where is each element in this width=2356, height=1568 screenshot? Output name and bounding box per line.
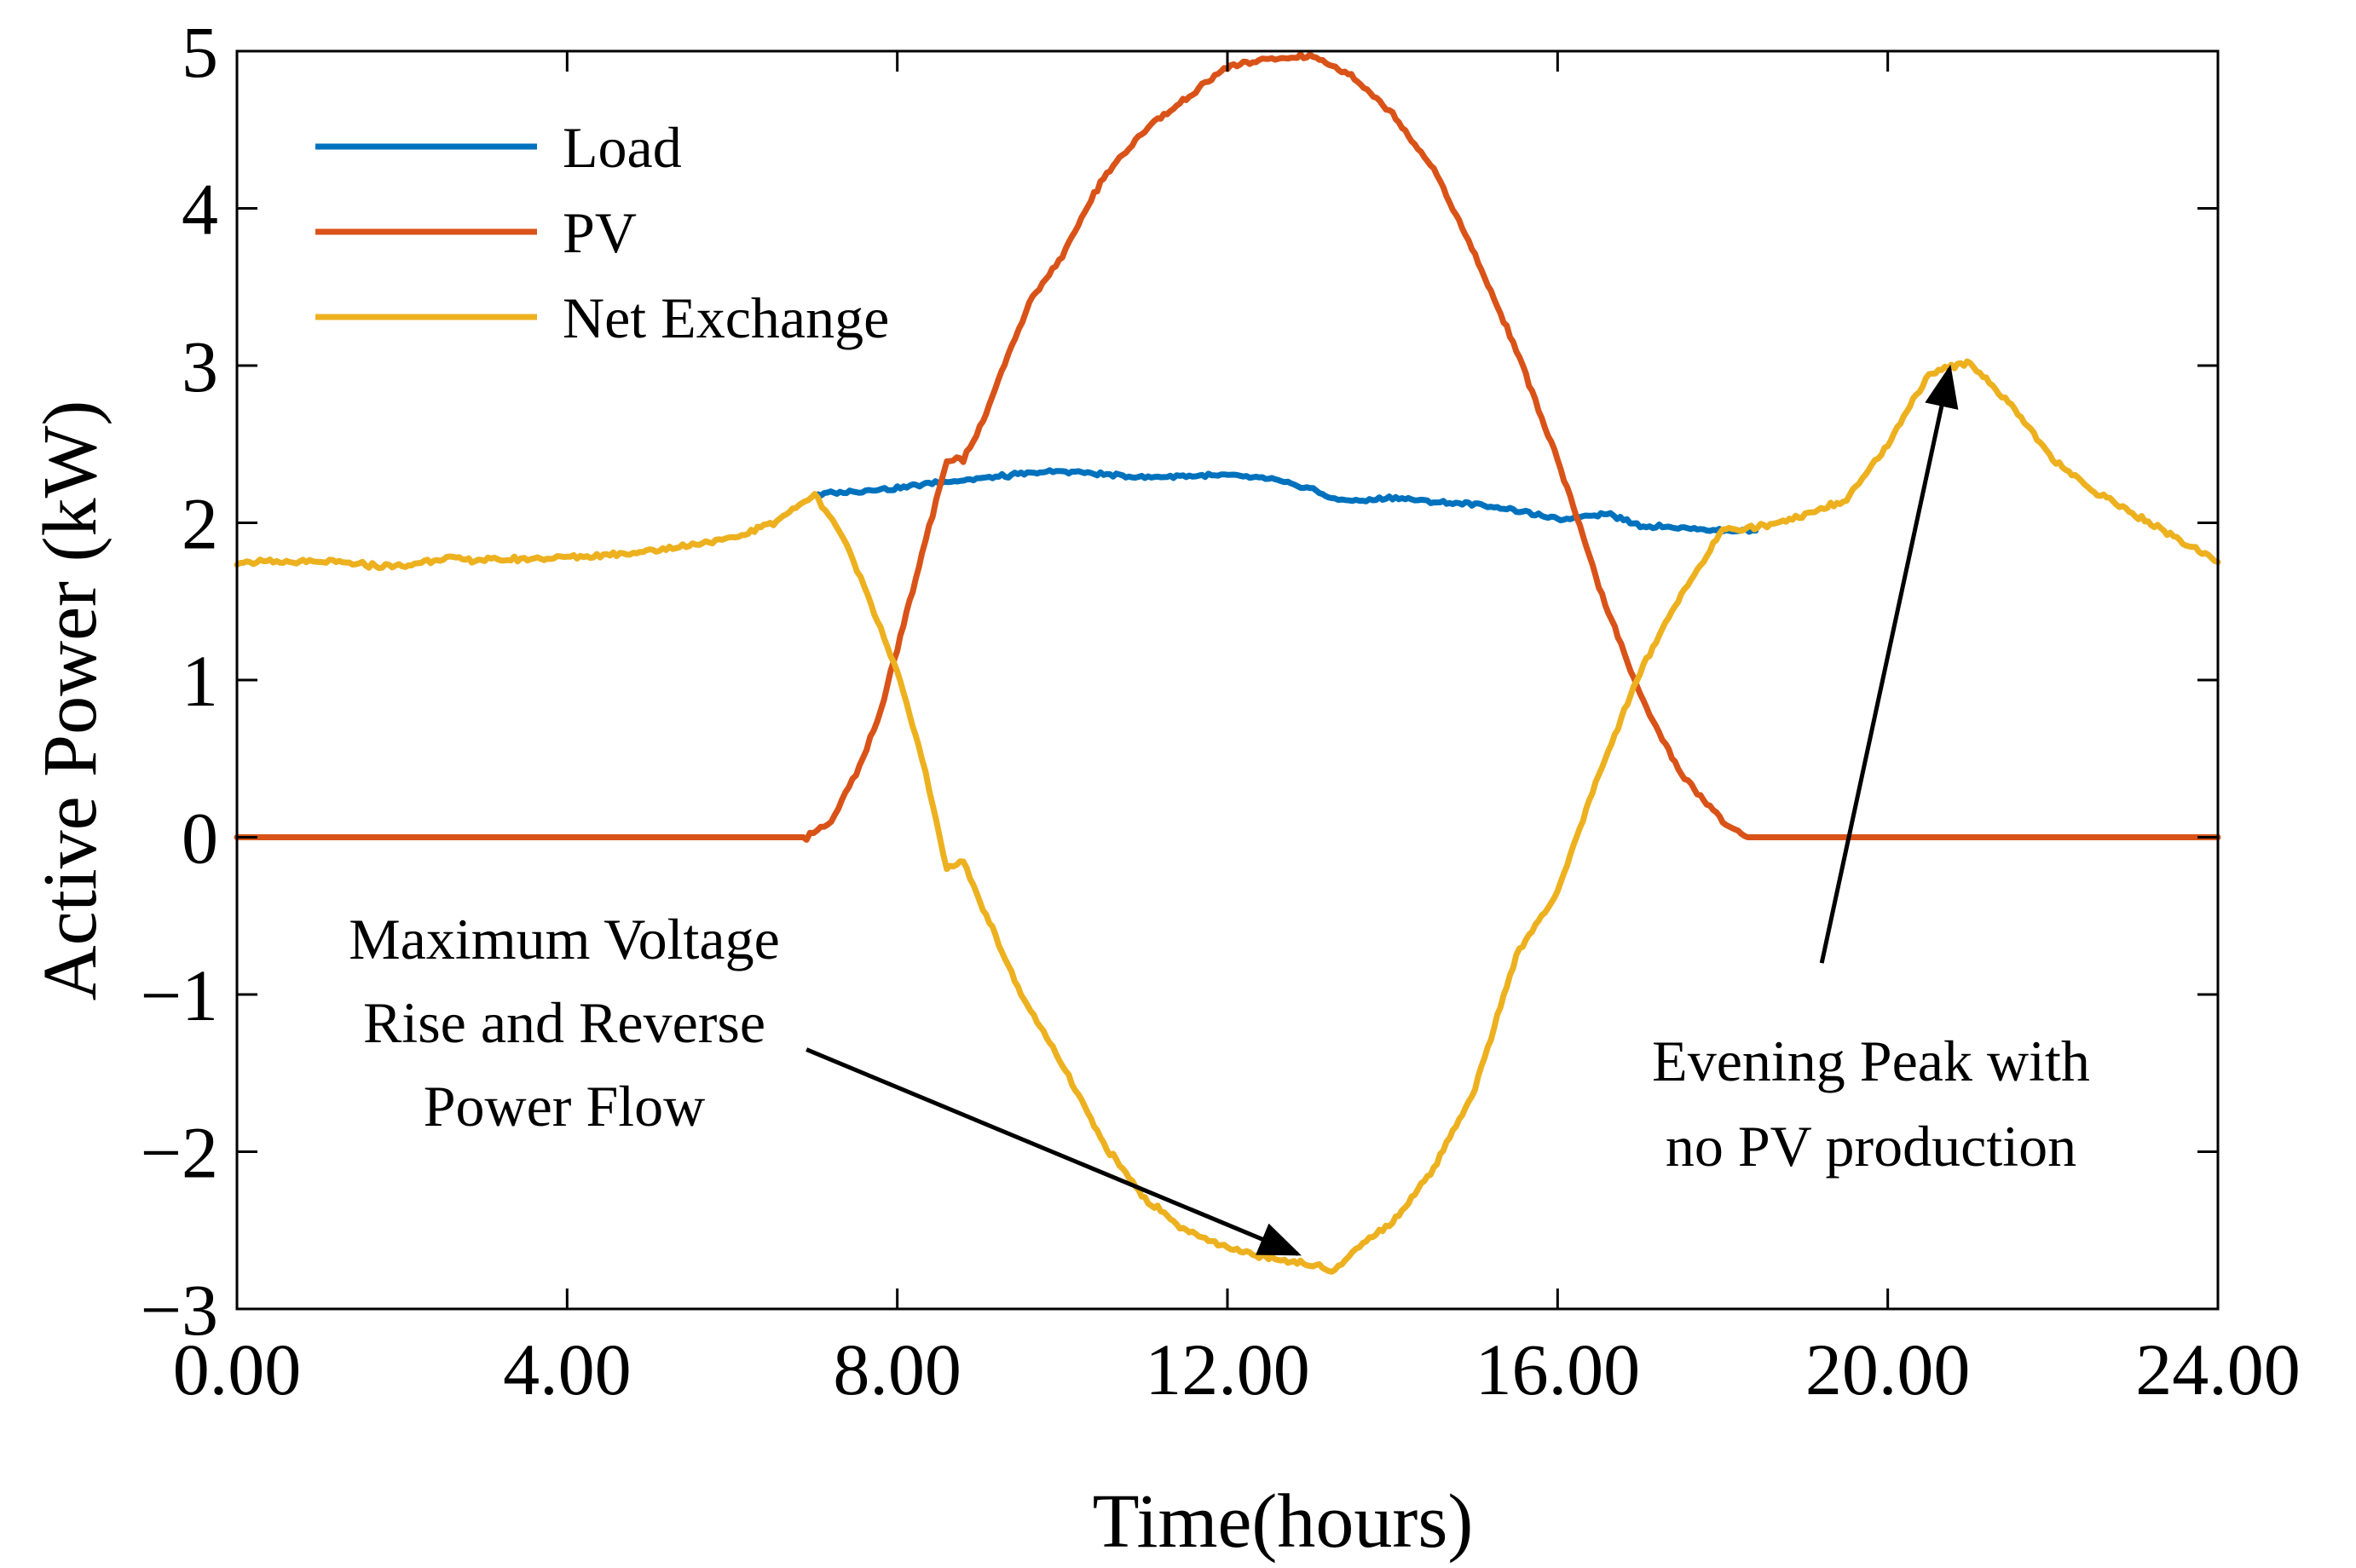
annotation-text: Rise and Reverse xyxy=(363,990,765,1055)
series-line-load xyxy=(811,467,1759,535)
y-tick-label: 1 xyxy=(182,640,218,722)
annotation-text: Evening Peak with xyxy=(1652,1029,2090,1093)
annotation-arrow xyxy=(806,1047,1302,1256)
y-tick-label: 0 xyxy=(182,798,218,879)
series-line-net-exchange xyxy=(234,358,2221,1275)
y-tick-label: −1 xyxy=(140,954,218,1036)
y-tick-label: 2 xyxy=(182,483,218,565)
y-tick-label: 4 xyxy=(182,169,218,251)
x-tick-label: 4.00 xyxy=(503,1329,632,1410)
y-tick-label: 3 xyxy=(182,326,218,407)
annotation-text: Maximum Voltage xyxy=(349,907,780,971)
annotation-text: no PV production xyxy=(1666,1114,2076,1179)
x-tick-label: 20.00 xyxy=(1805,1329,1971,1410)
legend-label-net-exchange: Net Exchange xyxy=(563,285,889,350)
legend: Load PV Net Exchange xyxy=(315,115,889,350)
x-tick-label: 0.00 xyxy=(173,1329,302,1410)
annotation-layer: Maximum Voltage Rise and Reverse Power Flo… xyxy=(349,364,2090,1256)
y-tick-label: −3 xyxy=(140,1269,218,1351)
x-axis-title: Time(hours) xyxy=(1093,1479,1474,1564)
series-line-pv xyxy=(234,51,2221,843)
y-tick-label: 5 xyxy=(182,11,218,93)
x-tick-label: 8.00 xyxy=(833,1329,961,1410)
axes-layer: 0.00 4.00 8.00 12.00 16.00 20.00 24.00 −3 −2 −1 0 1… xyxy=(140,11,2300,1410)
x-tick-label: 16.00 xyxy=(1475,1329,1641,1410)
x-tick-label: 24.00 xyxy=(2135,1329,2301,1410)
y-tick-label: −2 xyxy=(140,1112,218,1194)
legend-label-pv: PV xyxy=(563,200,637,265)
series-layer xyxy=(234,51,2221,1275)
annotation-arrow xyxy=(1819,364,1959,964)
annotation-text: Power Flow xyxy=(424,1074,706,1139)
legend-label-load: Load xyxy=(563,115,682,180)
y-axis-title: Active Power (kW) xyxy=(28,401,113,1001)
x-tick-label: 12.00 xyxy=(1145,1329,1310,1410)
